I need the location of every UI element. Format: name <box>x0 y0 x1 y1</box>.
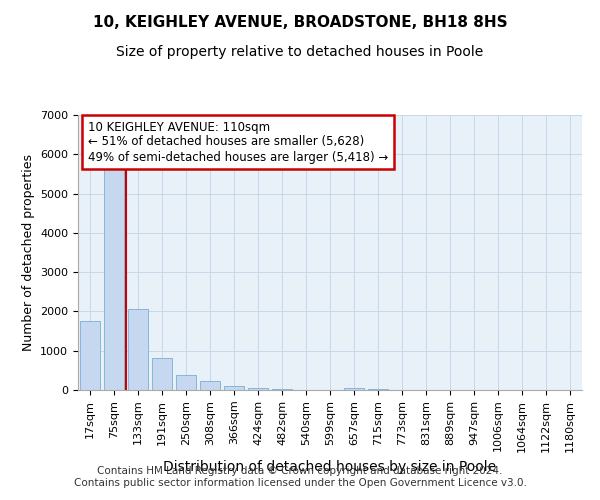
Bar <box>128 310 148 390</box>
Bar <box>272 389 292 390</box>
Bar <box>368 389 388 390</box>
Y-axis label: Number of detached properties: Number of detached properties <box>22 154 35 351</box>
Bar <box>152 358 172 390</box>
Text: Size of property relative to detached houses in Poole: Size of property relative to detached ho… <box>116 45 484 59</box>
Text: 10, KEIGHLEY AVENUE, BROADSTONE, BH18 8HS: 10, KEIGHLEY AVENUE, BROADSTONE, BH18 8H… <box>92 15 508 30</box>
Bar <box>248 388 268 390</box>
Bar <box>200 380 220 390</box>
Bar <box>80 322 100 390</box>
Bar <box>344 388 364 390</box>
Bar <box>224 386 244 390</box>
Bar <box>176 375 196 390</box>
X-axis label: Distribution of detached houses by size in Poole: Distribution of detached houses by size … <box>163 460 497 474</box>
Bar <box>104 164 124 390</box>
Text: Contains HM Land Registry data © Crown copyright and database right 2024.
Contai: Contains HM Land Registry data © Crown c… <box>74 466 526 487</box>
Text: 10 KEIGHLEY AVENUE: 110sqm
← 51% of detached houses are smaller (5,628)
49% of s: 10 KEIGHLEY AVENUE: 110sqm ← 51% of deta… <box>88 120 388 164</box>
